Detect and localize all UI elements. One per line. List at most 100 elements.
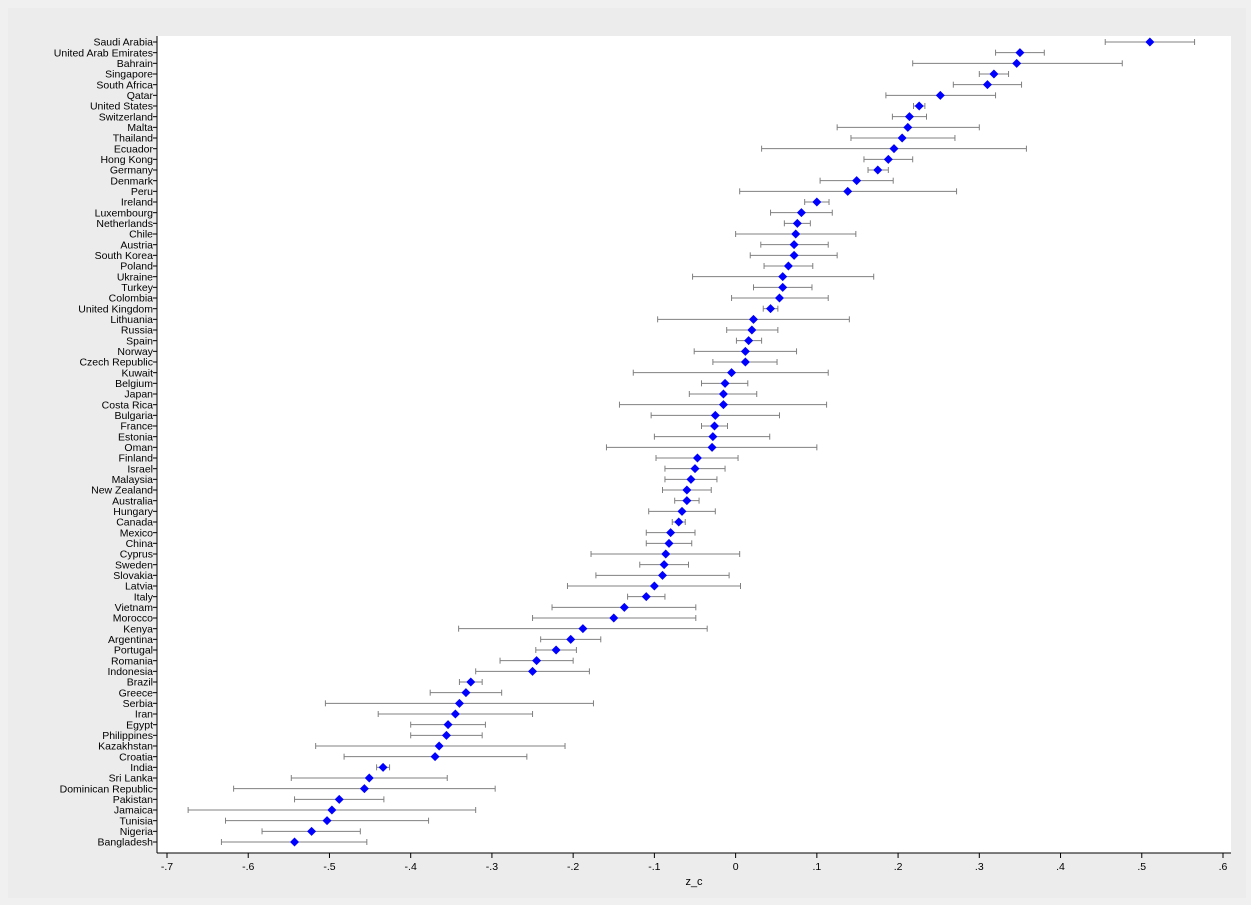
point-marker <box>740 357 750 367</box>
point-marker <box>619 602 629 612</box>
country-label: United Arab Emirates <box>54 47 153 59</box>
country-label: Malaysia <box>112 474 154 486</box>
country-label: Sweden <box>115 559 153 571</box>
point-marker <box>843 186 853 196</box>
point-marker <box>935 90 945 100</box>
country-label: Croatia <box>119 751 153 763</box>
x-tick-label: .5 <box>1137 861 1146 873</box>
point-marker <box>897 133 907 143</box>
country-label: Peru <box>131 186 153 198</box>
country-label: Saudi Arabia <box>93 37 153 49</box>
x-tick-label: .3 <box>975 861 984 873</box>
country-label: Pakistan <box>113 794 153 806</box>
point-marker <box>661 549 671 559</box>
country-label: Oman <box>124 442 153 454</box>
point-marker <box>774 293 784 303</box>
country-label: Czech Republic <box>79 357 153 369</box>
country-label: Iran <box>135 709 153 721</box>
country-label: New Zealand <box>91 485 153 497</box>
point-marker <box>744 336 754 346</box>
country-label: France <box>120 421 153 433</box>
country-label: South Korea <box>95 250 154 262</box>
point-marker <box>1015 48 1025 58</box>
x-tick-label: -.1 <box>648 861 660 873</box>
point-marker <box>778 272 788 282</box>
country-label: Denmark <box>110 175 153 187</box>
country-label: Kenya <box>123 623 153 635</box>
point-marker <box>686 474 696 484</box>
country-label: Spain <box>126 335 153 347</box>
point-marker <box>528 666 538 676</box>
x-tick-label: -.4 <box>405 861 417 873</box>
country-label: Greece <box>119 687 154 699</box>
country-label: Hong Kong <box>100 154 153 166</box>
point-marker <box>666 528 676 538</box>
point-marker <box>1012 58 1022 68</box>
country-label: Bahrain <box>117 58 153 70</box>
country-label: Hungary <box>113 506 153 518</box>
country-label: China <box>126 538 154 550</box>
country-label: Mexico <box>120 527 153 539</box>
country-label: Sri Lanka <box>109 773 154 785</box>
country-label: Germany <box>110 165 154 177</box>
point-marker <box>322 816 332 826</box>
country-label: Ireland <box>121 197 153 209</box>
point-marker <box>566 634 576 644</box>
point-marker <box>766 304 776 314</box>
country-label: South Africa <box>96 79 153 91</box>
point-marker <box>792 218 802 228</box>
country-label: Singapore <box>105 69 153 81</box>
point-marker <box>692 453 702 463</box>
x-tick-label: -.5 <box>323 861 335 873</box>
point-marker <box>707 442 717 452</box>
country-label: Switzerland <box>99 111 153 123</box>
point-marker <box>812 197 822 207</box>
point-marker <box>441 730 451 740</box>
point-marker <box>664 538 674 548</box>
point-marker <box>461 688 471 698</box>
point-marker <box>682 496 692 506</box>
point-marker <box>1145 37 1155 47</box>
x-tick-label: .1 <box>812 861 821 873</box>
point-marker <box>904 112 914 122</box>
point-marker <box>450 709 460 719</box>
country-label: Norway <box>117 346 153 358</box>
point-marker <box>791 229 801 239</box>
country-label: Serbia <box>123 698 154 710</box>
country-label: Latvia <box>125 581 153 593</box>
country-label: India <box>130 762 153 774</box>
point-marker <box>914 101 924 111</box>
country-label: Cyprus <box>120 549 153 561</box>
point-marker <box>454 698 464 708</box>
country-label: Australia <box>112 495 153 507</box>
point-marker <box>290 837 300 847</box>
country-label: Morocco <box>113 613 153 625</box>
point-marker <box>641 592 651 602</box>
country-label: Dominican Republic <box>60 783 153 795</box>
point-marker <box>873 165 883 175</box>
point-marker <box>720 378 730 388</box>
point-marker <box>551 645 561 655</box>
point-marker <box>708 432 718 442</box>
point-marker <box>682 485 692 495</box>
x-tick-label: .4 <box>1056 861 1065 873</box>
country-label: Indonesia <box>107 666 153 678</box>
country-label: Turkey <box>121 282 153 294</box>
point-marker <box>740 346 750 356</box>
point-marker <box>789 250 799 260</box>
x-tick-label: .6 <box>1219 861 1228 873</box>
country-label: Kazakhstan <box>98 741 153 753</box>
point-marker <box>443 720 453 730</box>
country-label: Ecuador <box>114 143 154 155</box>
country-label: Kuwait <box>121 367 153 379</box>
x-axis-ticks: -.7 -.6 -.5 -.4 -.3 -.2 -.1 0 .1 .2 .3 .4 .5 .6 <box>161 853 1228 873</box>
country-label: Brazil <box>127 677 153 689</box>
point-marker <box>903 122 913 132</box>
country-label: United States <box>90 101 153 113</box>
point-marker <box>747 325 757 335</box>
point-marker <box>778 282 788 292</box>
x-tick-label: 0 <box>733 861 739 873</box>
country-label: Estonia <box>118 431 153 443</box>
point-marker <box>609 613 619 623</box>
